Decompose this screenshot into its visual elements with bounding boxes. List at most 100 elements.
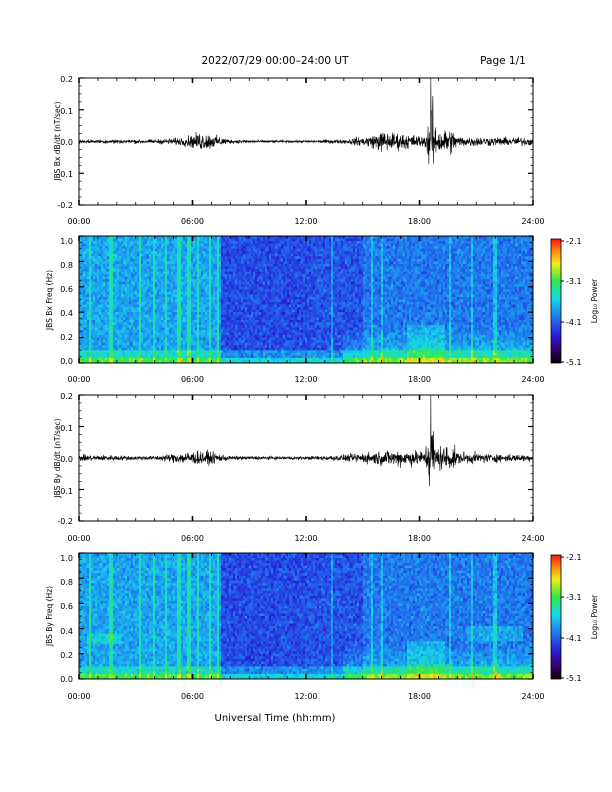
spectrogram-cell (167, 302, 169, 305)
spectrogram-cell (221, 292, 223, 295)
spectrogram-cell (127, 251, 129, 254)
spectrogram-cell (249, 300, 251, 303)
spectrogram-cell (153, 241, 155, 244)
spectrogram-cell (257, 272, 259, 275)
spectrogram-cell (127, 284, 129, 287)
spectrogram-cell (93, 249, 95, 252)
spectrogram-cell (131, 284, 133, 287)
spectrogram-cell (251, 302, 253, 305)
spectrogram-cell (159, 274, 161, 277)
spectrogram-cell (159, 322, 161, 325)
spectrogram-cell (129, 294, 131, 297)
spectrogram-cell (171, 358, 173, 361)
spectrogram-cell (235, 317, 237, 320)
spectrogram-cell (139, 333, 141, 336)
spectrogram-cell (199, 239, 201, 242)
spectrogram-cell (187, 251, 189, 254)
spectrogram-cell (173, 302, 175, 305)
spectrogram-cell (135, 325, 137, 328)
spectrogram-cell (191, 294, 193, 297)
spectrogram-cell (93, 282, 95, 285)
spectrogram-cell (229, 272, 231, 275)
spectrogram-cell (227, 327, 229, 330)
spectrogram-cell (235, 358, 237, 361)
spectrogram-cell (251, 244, 253, 247)
spectrogram-cell (181, 358, 183, 361)
spectrogram-cell (173, 251, 175, 254)
spectrogram-cell (217, 350, 219, 353)
spectrogram-cell (123, 350, 125, 353)
spectrogram-cell (101, 333, 103, 336)
spectrogram-cell (95, 251, 97, 254)
spectrogram-cell (173, 254, 175, 257)
spectrogram-cell (211, 305, 213, 308)
spectrogram-cell (117, 340, 119, 343)
spectrogram-cell (229, 284, 231, 287)
spectrogram-cell (117, 312, 119, 315)
spectrogram-cell (189, 302, 191, 305)
spectrogram-cell (93, 294, 95, 297)
spectrogram-cell (95, 249, 97, 252)
spectrogram-cell (225, 343, 227, 346)
spectrogram-cell (255, 302, 257, 305)
spectrogram-cell (119, 350, 121, 353)
spectrogram-cell (233, 254, 235, 257)
spectrogram-cell (139, 335, 141, 338)
spectrogram-cell (103, 325, 105, 328)
spectrogram-cell (155, 261, 157, 264)
spectrogram-cell (213, 244, 215, 247)
spectrogram-cell (265, 315, 267, 318)
spectrogram-cell (195, 289, 197, 292)
spectrogram-cell (221, 266, 223, 269)
spectrogram-cell (235, 294, 237, 297)
spectrogram-cell (227, 300, 229, 303)
spectrogram-cell (177, 310, 179, 313)
spectrogram-cell (117, 239, 119, 242)
spectrogram-cell (135, 355, 137, 358)
spectrogram-cell (225, 289, 227, 292)
spectrogram-cell (141, 345, 143, 348)
spectrogram-cell (135, 241, 137, 244)
spectrogram-cell (185, 330, 187, 333)
spectrogram-cell (199, 340, 201, 343)
spectrogram-cell (273, 289, 275, 292)
spectrogram-cell (105, 302, 107, 305)
spectrogram-cell (133, 317, 135, 320)
spectrogram-cell (127, 320, 129, 323)
spectrogram-cell (239, 294, 241, 297)
spectrogram-cell (143, 338, 145, 341)
spectrogram-cell (85, 297, 87, 300)
spectrogram-cell (247, 340, 249, 343)
spectrogram-cell (191, 292, 193, 295)
spectrogram-cell (197, 274, 199, 277)
spectrogram-cell (175, 297, 177, 300)
spectrogram-cell (241, 259, 243, 262)
spectrogram-cell (215, 266, 217, 269)
spectrogram-cell (181, 289, 183, 292)
spectrogram-cell (199, 272, 201, 275)
spectrogram-cell (145, 259, 147, 262)
spectrogram-cell (249, 246, 251, 249)
spectrogram-cell (139, 269, 141, 272)
spectrogram-cell (147, 340, 149, 343)
spectrogram-cell (237, 249, 239, 252)
spectrogram-cell (155, 300, 157, 303)
spectrogram-cell (211, 241, 213, 244)
spectrogram-cell (267, 269, 269, 272)
spectrogram-cell (117, 355, 119, 358)
spectrogram-cell (179, 241, 181, 244)
spectrogram-cell (149, 330, 151, 333)
spectrogram-cell (105, 353, 107, 356)
spectrogram-cell (273, 338, 275, 341)
spectrogram-cell (245, 294, 247, 297)
spectrogram-cell (153, 289, 155, 292)
spectrogram-cell (83, 274, 85, 277)
spectrogram-cell (181, 274, 183, 277)
spectrogram-cell (253, 249, 255, 252)
spectrogram-cell (251, 333, 253, 336)
spectrogram-cell (257, 294, 259, 297)
spectrogram-cell (253, 269, 255, 272)
spectrogram-cell (263, 249, 265, 252)
spectrogram-cell (183, 358, 185, 361)
spectrogram-cell (193, 279, 195, 282)
